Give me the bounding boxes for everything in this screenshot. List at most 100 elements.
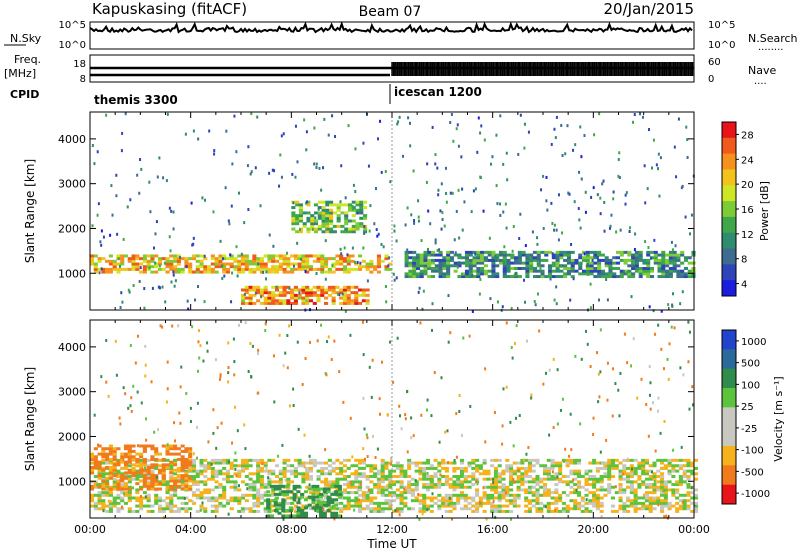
velocity-cell — [108, 507, 113, 511]
power-cell — [263, 285, 268, 289]
power-cell — [612, 275, 617, 279]
power-cell — [449, 256, 454, 260]
power-cell — [572, 277, 575, 281]
velocity-cell — [293, 472, 298, 476]
velocity-cell — [618, 507, 623, 511]
velocity-cell — [222, 472, 227, 476]
velocity-cell — [203, 469, 208, 473]
power-cell — [665, 272, 670, 276]
velocity-cell — [97, 476, 102, 480]
power-cell — [442, 272, 447, 276]
velocity-cell — [399, 501, 404, 505]
velocity-cell — [184, 471, 189, 475]
velocity-cell — [558, 469, 563, 473]
velocity-cell — [263, 485, 268, 489]
velocity-cell — [524, 458, 529, 462]
velocity-cell — [320, 499, 325, 503]
velocity-cell — [482, 458, 487, 462]
velocity-cell — [326, 487, 331, 491]
velocity-cell — [266, 498, 271, 502]
velocity-cell — [277, 503, 282, 507]
velocity-cell — [101, 504, 106, 508]
velocity-cell — [218, 469, 223, 473]
power-cell — [214, 257, 219, 261]
velocity-cell — [169, 496, 174, 500]
power-cell — [325, 216, 330, 220]
velocity-cell — [188, 447, 193, 451]
velocity-cell — [184, 460, 189, 464]
power-cell — [495, 258, 498, 262]
velocity-cell — [218, 501, 223, 505]
power-cell — [653, 250, 658, 254]
power-cell — [176, 262, 181, 266]
velocity-cell — [694, 458, 699, 462]
power-cell — [438, 272, 443, 276]
power-cell — [191, 254, 196, 258]
velocity-cell — [222, 466, 227, 470]
velocity-cell — [510, 346, 513, 350]
power-cell — [305, 257, 310, 261]
velocity-cell — [633, 509, 638, 513]
velocity-cell — [150, 380, 153, 384]
power-cell — [529, 261, 534, 265]
velocity-cell — [569, 491, 574, 495]
power-cell — [108, 262, 113, 266]
velocity-cell — [471, 477, 476, 481]
velocity-cell — [237, 323, 240, 327]
velocity-cell — [392, 480, 397, 484]
power-cell — [321, 222, 326, 226]
velocity-cell — [150, 463, 155, 467]
velocity-cell — [256, 480, 261, 484]
power-cell — [306, 203, 311, 207]
velocity-cell — [136, 444, 139, 448]
power-cell — [354, 293, 359, 297]
power-cell — [461, 187, 464, 191]
velocity-cell — [539, 507, 544, 511]
velocity-cell — [490, 501, 495, 505]
velocity-cell — [184, 479, 189, 483]
power-cell — [438, 261, 443, 265]
power-cell — [555, 256, 560, 260]
velocity-cell — [592, 474, 597, 478]
velocity-cell — [346, 491, 351, 495]
velocity-cell — [335, 480, 340, 484]
velocity-cell — [599, 485, 604, 489]
velocity-cell — [384, 464, 389, 468]
velocity-cell — [161, 325, 164, 329]
velocity-cell — [516, 504, 521, 508]
velocity-cell — [497, 491, 502, 495]
velocity-cell — [349, 333, 352, 337]
velocity-cell — [233, 499, 238, 503]
velocity-cell — [524, 509, 529, 513]
velocity-cell — [233, 485, 238, 489]
beam-title: Beam 07 — [359, 4, 422, 20]
velocity-cell — [648, 507, 653, 511]
velocity-cell — [471, 496, 476, 500]
velocity-cell — [512, 496, 517, 500]
velocity-cell — [441, 461, 446, 465]
velocity-cell — [180, 501, 185, 505]
velocity-cell — [263, 491, 268, 495]
velocity-cell — [180, 460, 185, 464]
power-cell — [555, 228, 558, 232]
velocity-cell — [502, 387, 505, 391]
power-cell — [464, 258, 470, 262]
velocity-cell — [119, 422, 122, 426]
velocity-cell — [116, 460, 121, 464]
velocity-cell — [225, 477, 230, 481]
velocity-cell — [229, 499, 234, 503]
velocity-cell — [269, 484, 275, 488]
velocity-cell — [675, 507, 680, 511]
velocity-cell — [157, 471, 163, 475]
nave-trace — [391, 62, 694, 76]
power-cell — [305, 201, 308, 205]
velocity-cell — [509, 499, 514, 503]
power-cell — [247, 145, 250, 149]
velocity-cell — [550, 474, 555, 478]
velocity-cell — [123, 455, 129, 459]
freq-tick-low: 8 — [80, 74, 86, 85]
velocity-cell — [399, 464, 404, 468]
velocity-cell — [135, 457, 140, 461]
power-cell — [404, 272, 409, 276]
power-cell — [192, 129, 195, 133]
